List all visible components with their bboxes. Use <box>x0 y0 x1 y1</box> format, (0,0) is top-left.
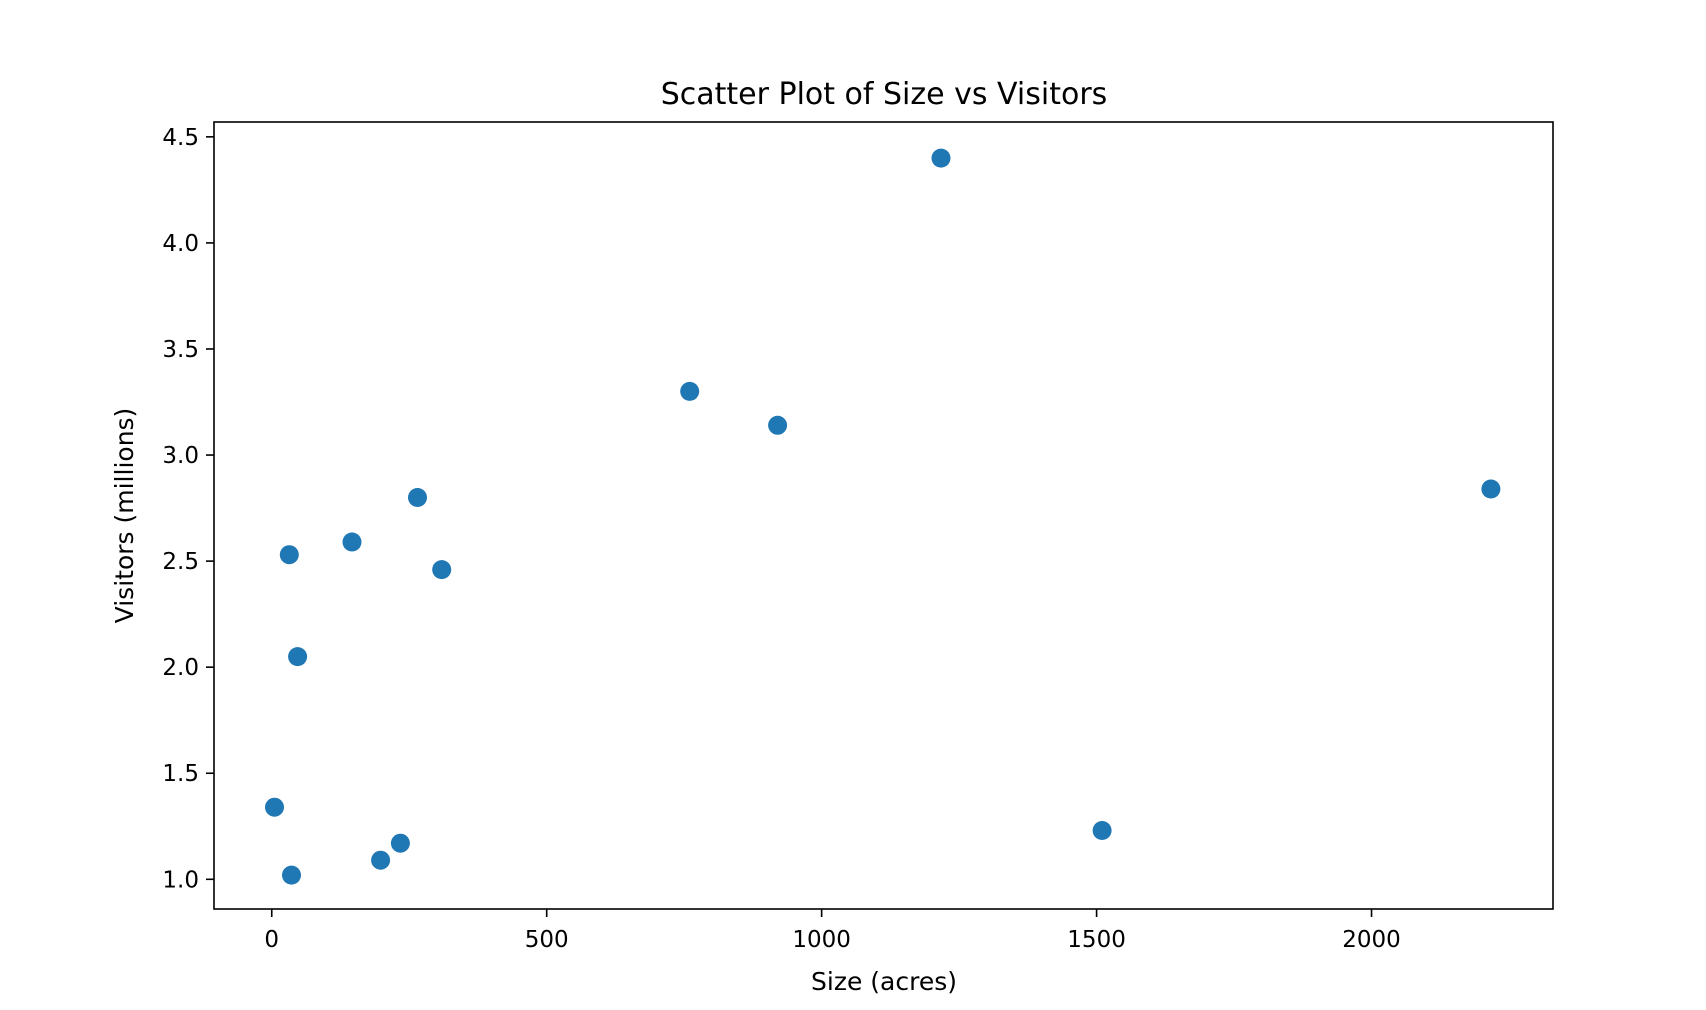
y-tick-label: 2.0 <box>162 655 199 681</box>
data-point <box>931 148 951 168</box>
data-point <box>282 865 301 885</box>
data-point <box>265 797 284 817</box>
y-tick-label: 1.5 <box>162 761 199 787</box>
y-tick-label: 3.0 <box>162 443 199 469</box>
y-tick-label: 4.0 <box>162 231 199 257</box>
y-tick-label: 3.5 <box>162 337 199 363</box>
y-axis-ticks: 1.0 1.5 2.0 2.5 3.0 3.5 4.0 4.5 <box>162 125 214 893</box>
x-tick-label: 0 <box>264 927 279 953</box>
data-point <box>1092 821 1112 840</box>
data-point <box>279 545 299 565</box>
data-point <box>342 532 362 552</box>
x-tick-label: 1000 <box>792 927 851 953</box>
data-point <box>408 488 427 507</box>
y-tick-label: 4.5 <box>162 125 199 151</box>
data-point <box>680 381 700 401</box>
data-point <box>1481 479 1501 499</box>
y-tick-label: 2.5 <box>162 549 199 575</box>
chart-title: Scatter Plot of Size vs Visitors <box>661 77 1108 112</box>
data-points <box>265 148 1501 885</box>
data-point <box>288 647 308 667</box>
x-tick-label: 2000 <box>1342 927 1401 953</box>
x-axis-label: Size (acres) <box>811 967 957 996</box>
data-point <box>432 560 452 580</box>
data-point <box>768 415 788 435</box>
data-point <box>371 850 391 870</box>
x-axis-ticks: 0 500 1000 1500 2000 <box>264 909 1401 953</box>
y-axis-label: Visitors (millions) <box>110 408 139 624</box>
data-point <box>390 833 410 853</box>
plot-frame <box>213 121 1554 910</box>
y-tick-label: 1.0 <box>162 867 199 893</box>
x-tick-label: 1500 <box>1067 927 1126 953</box>
x-tick-label: 500 <box>525 927 569 953</box>
